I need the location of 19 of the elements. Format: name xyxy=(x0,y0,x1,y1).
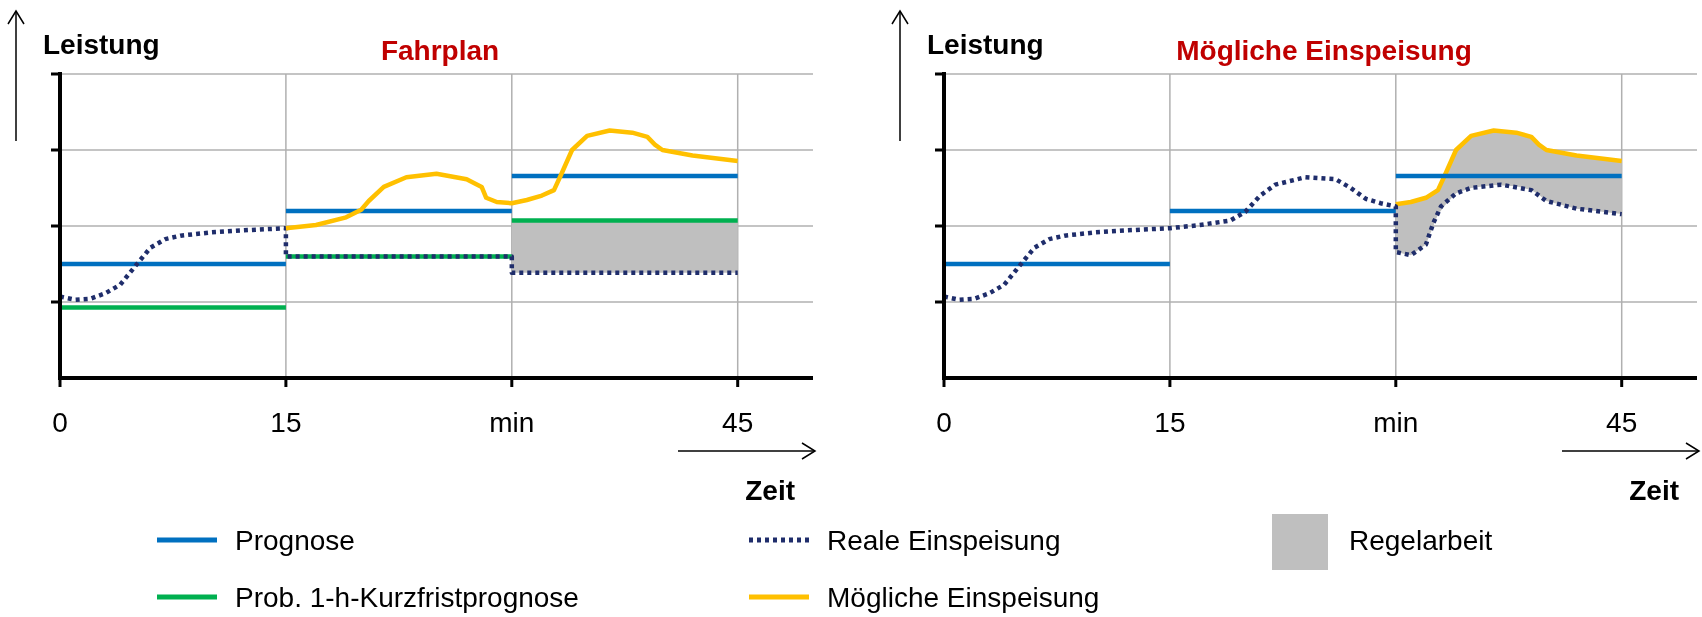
legend-label: Mögliche Einspeisung xyxy=(827,582,1100,613)
x-tick-label: 0 xyxy=(52,407,68,438)
x-tick-label: 0 xyxy=(936,407,952,438)
y-axis-title: Leistung xyxy=(43,29,160,60)
y-axis-title: Leistung xyxy=(927,29,1044,60)
x-tick-label: 45 xyxy=(722,407,754,438)
x-tick-label: 45 xyxy=(1606,407,1638,438)
chart-title: Mögliche Einspeisung xyxy=(1176,35,1472,66)
x-axis-title: Zeit xyxy=(745,475,795,506)
x-axis-title: Zeit xyxy=(1629,475,1679,506)
x-tick-label: 15 xyxy=(1154,407,1186,438)
chart-title: Fahrplan xyxy=(380,35,500,66)
x-tick-label: 15 xyxy=(270,407,302,438)
legend-label: Prob. 1-h-Kurzfristprognose xyxy=(235,582,579,613)
text: Regelarbeit xyxy=(1349,525,1493,556)
x-tick-label: min xyxy=(1373,407,1419,438)
x-tick-label: min xyxy=(489,407,535,438)
legend-label: Prognose xyxy=(235,525,355,556)
legend-label: Reale Einspeisung xyxy=(827,525,1061,556)
